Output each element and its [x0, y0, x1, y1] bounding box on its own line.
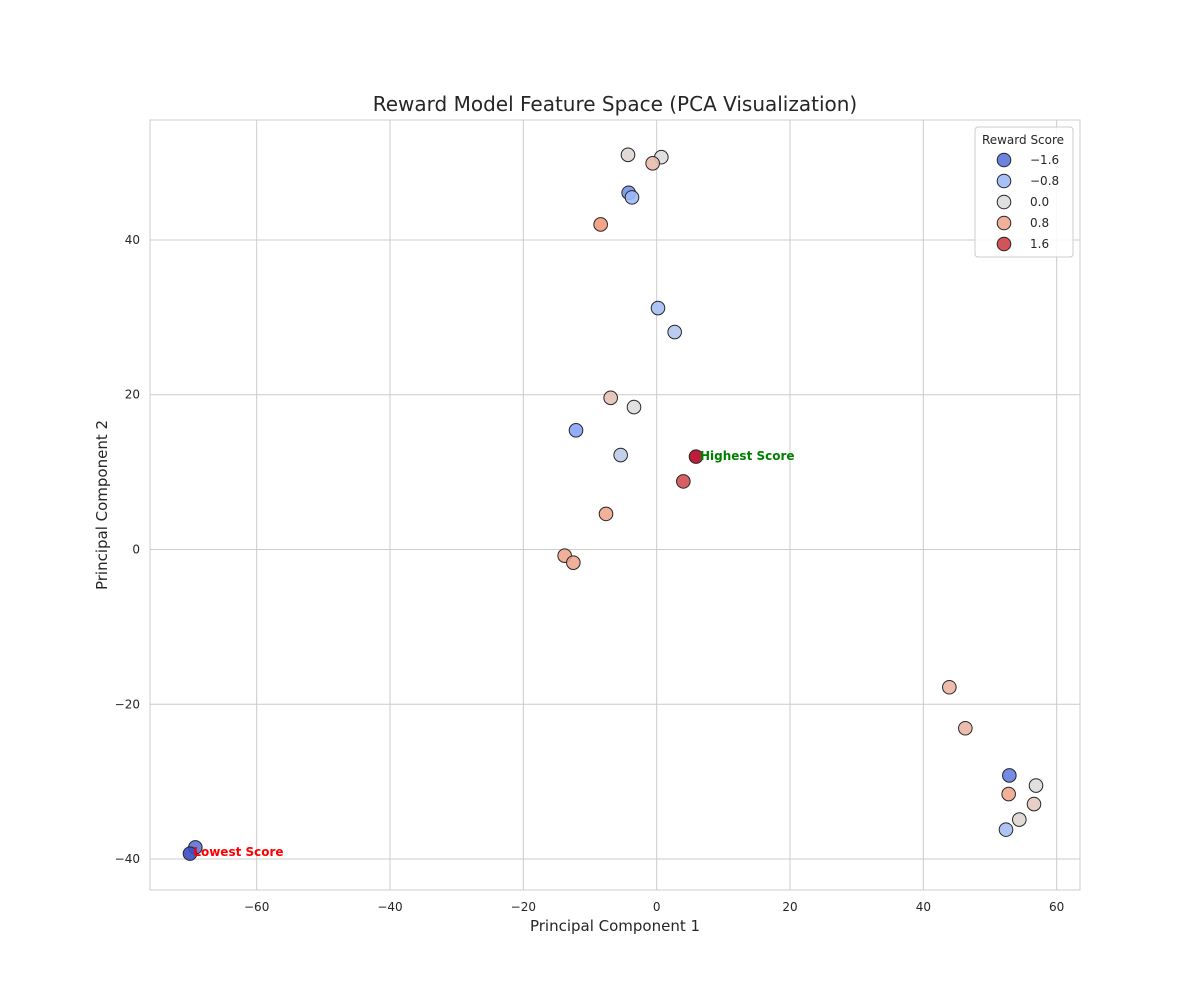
y-tick-label: −40: [115, 852, 140, 866]
legend-entries: −1.6 −0.8 0.0 0.8 1.6: [996, 152, 1059, 252]
data-point: [650, 300, 666, 316]
data-point: [688, 449, 704, 464]
plot-background: [150, 120, 1080, 890]
data-point: [1012, 812, 1027, 827]
legend-marker: [996, 173, 1012, 189]
tick-labels: −60 −40 −20 0 20 40 60 −40 −20 0 20 40: [115, 233, 1065, 914]
data-point: [667, 324, 682, 340]
data-point: [598, 506, 614, 522]
data-point: [626, 399, 642, 415]
grid: [150, 120, 1080, 890]
data-point: [603, 390, 618, 406]
legend-label: −1.6: [1030, 153, 1059, 167]
x-tick-label: −60: [244, 900, 269, 914]
x-tick-label: 40: [916, 900, 931, 914]
data-point: [568, 423, 584, 438]
chart-title: Reward Model Feature Space (PCA Visualiz…: [373, 92, 857, 116]
data-point: [182, 846, 198, 861]
x-tick-label: 60: [1049, 900, 1064, 914]
legend-marker: [996, 194, 1012, 210]
plot-frame: [149, 119, 1081, 891]
legend-label: 1.6: [1030, 237, 1049, 251]
y-tick-label: 40: [125, 233, 140, 247]
x-axis-label: Principal Component 1: [530, 917, 700, 935]
y-tick-label: −20: [115, 697, 140, 711]
legend-marker: [996, 152, 1012, 168]
data-point: [676, 474, 691, 489]
data-point: [566, 555, 581, 570]
x-tick-label: 0: [653, 900, 661, 914]
data-point: [620, 147, 636, 163]
legend-label: 0.8: [1030, 216, 1049, 230]
data-point: [1001, 786, 1016, 802]
data-point: [942, 679, 957, 695]
data-point: [645, 156, 660, 171]
data-point: [958, 720, 973, 736]
x-tick-label: 20: [782, 900, 797, 914]
legend-label: −0.8: [1030, 174, 1059, 188]
data-point: [1028, 778, 1044, 793]
legend-marker: [996, 215, 1012, 231]
data-point: [593, 217, 608, 232]
data-point: [998, 822, 1014, 837]
x-tick-label: −20: [511, 900, 536, 914]
legend-title: Reward Score: [982, 133, 1064, 147]
x-tick-label: −40: [377, 900, 402, 914]
point-annotation: Lowest Score: [193, 845, 283, 859]
data-points: [182, 147, 1044, 861]
data-point: [1002, 768, 1017, 783]
data-point: [613, 447, 628, 463]
y-tick-label: 0: [132, 542, 140, 556]
y-axis-label: Principal Component 2: [93, 420, 111, 590]
legend-marker: [996, 236, 1012, 252]
point-annotation: Highest Score: [700, 449, 795, 463]
annotations: Highest Score Lowest Score: [193, 449, 794, 859]
legend-label: 0.0: [1030, 195, 1049, 209]
data-point: [624, 190, 640, 205]
y-tick-label: 20: [125, 388, 140, 402]
data-point: [1026, 796, 1042, 812]
legend: Reward Score −1.6 −0.8 0.0 0.8 1.6: [974, 126, 1074, 258]
